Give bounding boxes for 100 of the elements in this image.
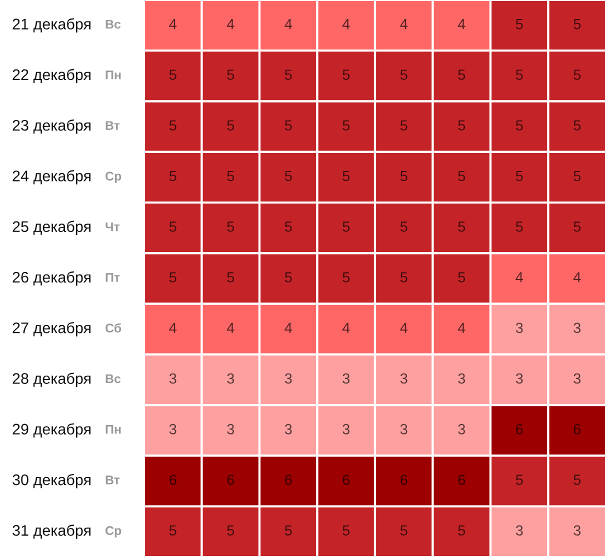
data-label: 3 <box>284 373 292 384</box>
y2-tick-label: Пт <box>106 273 120 282</box>
data-label: 4 <box>284 322 292 333</box>
data-label: 5 <box>227 525 234 536</box>
data-label: 5 <box>400 222 408 232</box>
y-tick-label: 31 декабря <box>12 524 90 539</box>
data-label: 3 <box>400 424 408 434</box>
data-label: 4 <box>400 322 408 333</box>
data-label: 4 <box>458 322 466 333</box>
y2-tick-label: Вт <box>106 121 120 130</box>
y-tick-label: 28 декабря <box>12 372 90 387</box>
y2-tick-label: Пн <box>106 425 121 434</box>
data-label: 5 <box>574 70 581 80</box>
data-label: 4 <box>342 322 350 333</box>
data-label: 5 <box>169 525 176 536</box>
data-label: 5 <box>516 120 523 131</box>
data-label: 5 <box>284 120 292 131</box>
data-label: 3 <box>342 424 350 434</box>
data-label: 5 <box>458 120 466 131</box>
data-label: 4 <box>226 322 234 333</box>
data-label: 4 <box>226 19 234 30</box>
y2-tick-label: Вс <box>106 374 121 384</box>
data-label: 5 <box>574 170 581 182</box>
y-tick-label: 24 декабря <box>12 170 90 184</box>
data-label: 3 <box>574 525 581 536</box>
y-tick-label: 30 декабря <box>12 474 90 488</box>
data-label: 5 <box>516 474 523 485</box>
data-label: 5 <box>458 222 466 232</box>
data-label: 5 <box>227 120 234 131</box>
data-label: 3 <box>516 373 523 384</box>
data-label: 5 <box>516 170 523 182</box>
data-label: 5 <box>342 120 350 131</box>
data-label: 5 <box>284 222 292 232</box>
data-label: 3 <box>516 322 523 334</box>
data-label: 5 <box>169 222 176 232</box>
data-label: 3 <box>458 373 466 384</box>
data-label: 6 <box>458 474 466 485</box>
y2-tick-label: Чт <box>106 222 120 232</box>
data-label: 6 <box>400 474 408 485</box>
data-label: 3 <box>169 424 176 434</box>
data-label: 4 <box>458 19 466 30</box>
data-label: 5 <box>516 70 523 80</box>
data-label: 5 <box>284 170 292 182</box>
data-label: 5 <box>400 120 408 131</box>
data-label: 5 <box>227 272 234 282</box>
data-label: 5 <box>516 19 523 30</box>
data-label: 5 <box>574 19 581 30</box>
data-label: 3 <box>516 525 523 536</box>
data-label: 5 <box>574 222 581 232</box>
y-tick-label: 29 декабря <box>12 423 90 438</box>
data-label: 5 <box>342 222 350 232</box>
y2-tick-label: Пн <box>106 70 121 80</box>
data-label: 3 <box>169 373 176 384</box>
data-label: 5 <box>342 70 350 80</box>
y2-tick-label: Ср <box>106 172 122 184</box>
data-label: 5 <box>342 525 350 536</box>
y2-tick-label: Ср <box>106 526 122 538</box>
data-label: 5 <box>458 525 466 536</box>
y-tick-label: 27 декабря <box>12 322 90 336</box>
data-label: 5 <box>400 525 408 536</box>
y-tick-label: 25 декабря <box>12 220 90 236</box>
y2-tick-label: Вт <box>106 476 120 484</box>
data-label: 5 <box>516 222 523 232</box>
data-label: 5 <box>284 70 292 80</box>
data-label: 6 <box>574 424 581 434</box>
data-label: 3 <box>227 373 234 384</box>
data-label: 3 <box>284 424 292 434</box>
y-tick-label: 22 декабря <box>12 68 90 84</box>
data-label: 5 <box>342 272 350 282</box>
data-label: 3 <box>574 322 581 334</box>
data-label: 6 <box>170 474 176 485</box>
data-label: 3 <box>400 373 408 384</box>
data-label: 4 <box>573 272 581 282</box>
data-label: 5 <box>400 70 408 80</box>
data-label: 5 <box>400 272 408 282</box>
data-label: 3 <box>574 373 581 384</box>
data-label: 5 <box>458 170 466 182</box>
data-label: 6 <box>342 474 350 485</box>
data-label: 6 <box>516 424 523 434</box>
data-label: 4 <box>342 19 350 30</box>
data-label: 5 <box>227 70 234 80</box>
data-label: 5 <box>169 272 176 282</box>
data-label: 5 <box>400 170 408 182</box>
data-label: 5 <box>458 70 466 80</box>
data-label: 5 <box>169 170 176 182</box>
data-label: 5 <box>169 120 176 131</box>
data-label: 3 <box>458 424 466 434</box>
y-tick-label: 23 декабря <box>12 119 90 134</box>
data-label: 5 <box>342 170 350 182</box>
y2-tick-label: Сб <box>106 323 122 332</box>
data-label: 5 <box>169 70 176 80</box>
data-label: 5 <box>458 272 466 282</box>
data-label: 5 <box>284 272 292 282</box>
data-label: 3 <box>342 373 350 384</box>
data-label: 4 <box>284 19 292 30</box>
data-label: 3 <box>227 424 234 434</box>
data-label: 4 <box>516 272 524 282</box>
data-label: 5 <box>574 120 581 131</box>
data-label: 4 <box>400 19 408 30</box>
data-label: 6 <box>227 474 234 485</box>
